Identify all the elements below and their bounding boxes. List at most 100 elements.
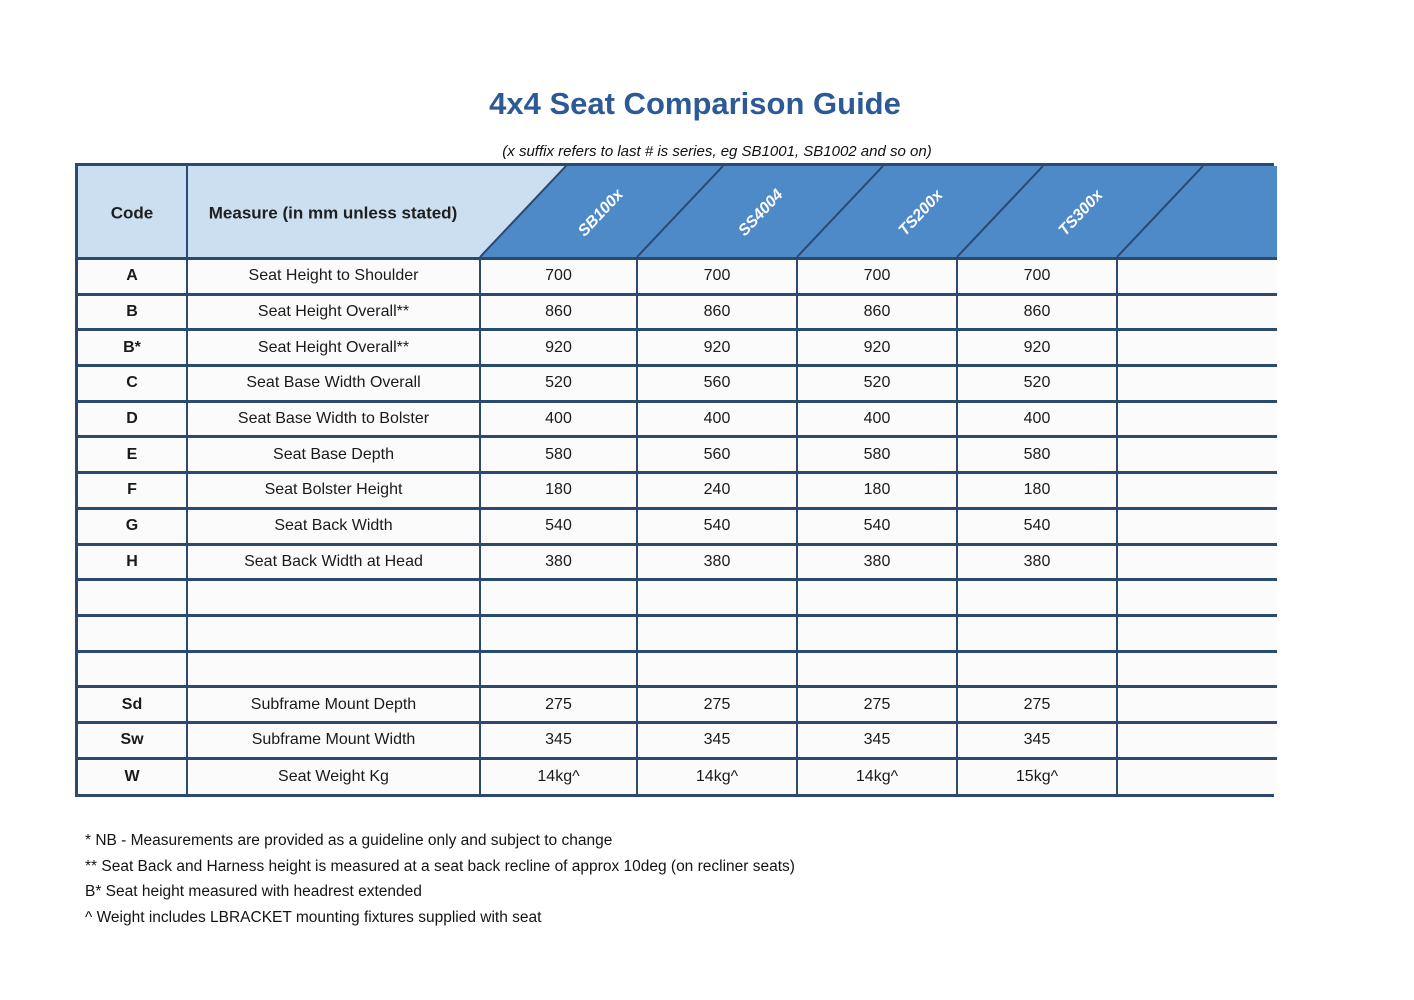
diagonal-divider bbox=[1116, 166, 1204, 257]
cell-measure: Subframe Mount Width bbox=[186, 720, 481, 760]
code-column-header: Code bbox=[111, 204, 154, 223]
cell-value: 345 bbox=[956, 720, 1118, 760]
table-row: G Seat Back Width 540 540 540 540 bbox=[78, 506, 1277, 546]
table-row-blank bbox=[78, 613, 1277, 653]
cell-value: 560 bbox=[636, 364, 798, 403]
cell-value: 540 bbox=[796, 506, 958, 546]
cell-value: 345 bbox=[479, 720, 638, 760]
cell-value: 700 bbox=[956, 257, 1118, 296]
cell-value: 345 bbox=[636, 720, 798, 760]
header-light-wedge bbox=[78, 166, 566, 257]
cell-value: 520 bbox=[956, 364, 1118, 403]
cell-value bbox=[796, 649, 958, 689]
cell-measure bbox=[186, 578, 481, 617]
cell-value: 700 bbox=[479, 257, 638, 296]
footnote-line: ** Seat Back and Harness height is measu… bbox=[85, 857, 795, 875]
cell-value: 380 bbox=[956, 542, 1118, 582]
cell-measure: Seat Height to Shoulder bbox=[186, 257, 481, 296]
cell-value bbox=[636, 578, 798, 617]
cell-measure: Seat Back Width bbox=[186, 506, 481, 546]
table-header: Code Measure (in mm unless stated) SB100… bbox=[78, 166, 1277, 257]
cell-measure: Seat Base Width to Bolster bbox=[186, 399, 481, 439]
cell-value-empty bbox=[1116, 756, 1277, 794]
cell-value: 860 bbox=[479, 292, 638, 332]
cell-measure: Seat Base Width Overall bbox=[186, 364, 481, 403]
cell-code bbox=[78, 578, 188, 617]
cell-value-empty bbox=[1116, 720, 1277, 760]
footnotes: * NB - Measurements are provided as a gu… bbox=[85, 828, 795, 930]
cell-value bbox=[796, 613, 958, 653]
cell-value: 275 bbox=[636, 685, 798, 724]
cell-value-empty bbox=[1116, 328, 1277, 368]
cell-value bbox=[956, 578, 1118, 617]
cell-code: B bbox=[78, 292, 188, 332]
cell-value: 560 bbox=[636, 435, 798, 475]
footnote-line: * NB - Measurements are provided as a gu… bbox=[85, 832, 613, 849]
cell-code bbox=[78, 649, 188, 689]
cell-value: 380 bbox=[796, 542, 958, 582]
cell-value bbox=[479, 613, 638, 653]
comparison-table: Code Measure (in mm unless stated) SB100… bbox=[75, 163, 1277, 797]
cell-measure: Seat Bolster Height bbox=[186, 471, 481, 510]
table-row: H Seat Back Width at Head 380 380 380 38… bbox=[78, 542, 1277, 582]
page-subtitle: (x suffix refers to last # is series, eg… bbox=[502, 143, 932, 160]
cell-measure bbox=[186, 613, 481, 653]
cell-value: 240 bbox=[636, 471, 798, 510]
cell-value: 14kg^ bbox=[636, 756, 798, 794]
cell-value-empty bbox=[1116, 399, 1277, 439]
cell-value: 700 bbox=[796, 257, 958, 296]
cell-value: 920 bbox=[479, 328, 638, 368]
table-row: D Seat Base Width to Bolster 400 400 400… bbox=[78, 399, 1277, 439]
cell-value: 860 bbox=[636, 292, 798, 332]
table-row-blank bbox=[78, 649, 1277, 689]
table-row: B Seat Height Overall** 860 860 860 860 bbox=[78, 292, 1277, 332]
cell-value: 400 bbox=[956, 399, 1118, 439]
cell-value: 540 bbox=[636, 506, 798, 546]
cell-value: 860 bbox=[956, 292, 1118, 332]
page-title: 4x4 Seat Comparison Guide bbox=[489, 86, 901, 121]
cell-code: C bbox=[78, 364, 188, 403]
cell-value: 380 bbox=[479, 542, 638, 582]
cell-measure: Seat Height Overall** bbox=[186, 292, 481, 332]
cell-measure: Seat Back Width at Head bbox=[186, 542, 481, 582]
cell-value: 920 bbox=[636, 328, 798, 368]
footnote-line: B* Seat height measured with headrest ex… bbox=[85, 883, 422, 900]
cell-value: 275 bbox=[479, 685, 638, 724]
table-row: B* Seat Height Overall** 920 920 920 920 bbox=[78, 328, 1277, 368]
cell-value-empty bbox=[1116, 292, 1277, 332]
cell-value-empty bbox=[1116, 578, 1277, 617]
cell-value: 275 bbox=[956, 685, 1118, 724]
table-row-blank bbox=[78, 578, 1277, 617]
cell-value bbox=[479, 649, 638, 689]
cell-value-empty bbox=[1116, 364, 1277, 403]
cell-value: 920 bbox=[956, 328, 1118, 368]
cell-code: Sd bbox=[78, 685, 188, 724]
cell-value: 14kg^ bbox=[479, 756, 638, 794]
cell-code: W bbox=[78, 756, 188, 794]
table-row: Sd Subframe Mount Depth 275 275 275 275 bbox=[78, 685, 1277, 724]
cell-code: B* bbox=[78, 328, 188, 368]
cell-value: 180 bbox=[479, 471, 638, 510]
cell-measure: Seat Base Depth bbox=[186, 435, 481, 475]
cell-measure bbox=[186, 649, 481, 689]
cell-value: 275 bbox=[796, 685, 958, 724]
table-row: E Seat Base Depth 580 560 580 580 bbox=[78, 435, 1277, 475]
cell-value: 520 bbox=[796, 364, 958, 403]
cell-code: E bbox=[78, 435, 188, 475]
table-row: A Seat Height to Shoulder 700 700 700 70… bbox=[78, 257, 1277, 296]
measure-column-header: Measure (in mm unless stated) bbox=[209, 204, 457, 223]
diagonal-divider bbox=[796, 166, 884, 257]
cell-value: 540 bbox=[479, 506, 638, 546]
diagonal-divider bbox=[956, 166, 1044, 257]
cell-value: 380 bbox=[636, 542, 798, 582]
footnote-line: ^ Weight includes LBRACKET mounting fixt… bbox=[85, 908, 542, 926]
cell-value-empty bbox=[1116, 257, 1277, 296]
cell-value-empty bbox=[1116, 649, 1277, 689]
cell-value bbox=[479, 578, 638, 617]
cell-code: H bbox=[78, 542, 188, 582]
cell-code: Sw bbox=[78, 720, 188, 760]
cell-code bbox=[78, 613, 188, 653]
table-row: C Seat Base Width Overall 520 560 520 52… bbox=[78, 364, 1277, 403]
cell-value: 345 bbox=[796, 720, 958, 760]
